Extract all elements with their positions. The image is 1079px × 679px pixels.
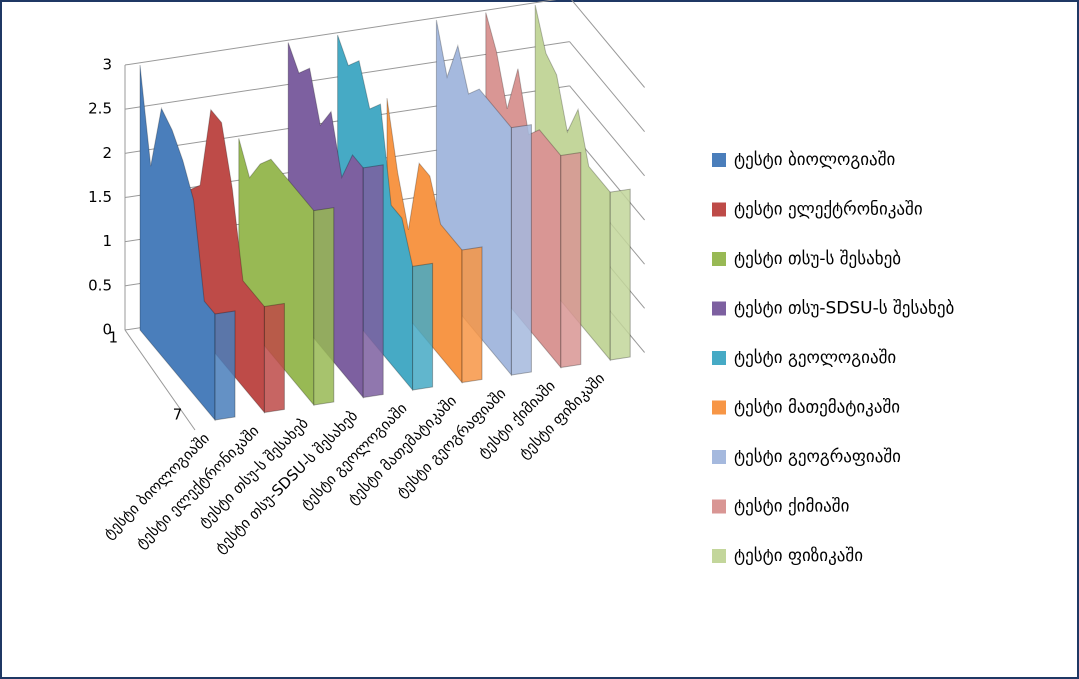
legend-label: ტესტი თსუ-SDSU-ს შესახებ xyxy=(734,299,954,319)
legend-swatch xyxy=(712,549,726,563)
ribbon-front-edge xyxy=(510,124,532,376)
legend-label: ტესტი გეოლოგიაში xyxy=(734,348,896,368)
ribbon-front-edge xyxy=(313,207,335,406)
grid-line xyxy=(569,41,645,132)
legend-swatch xyxy=(712,400,726,415)
ribbon-front-edge xyxy=(609,188,631,361)
ribbon-front-edge xyxy=(214,310,236,421)
legend-label: ტესტი ბიოლოგიაში xyxy=(734,150,895,170)
grid-line xyxy=(571,0,645,88)
y-tick-label: 3 xyxy=(102,56,112,74)
y-tick-label: 0.5 xyxy=(88,276,112,294)
grid-line xyxy=(124,0,557,66)
legend-label: ტესტი ელექტრონიკაში xyxy=(734,200,923,220)
legend-label: ტესტი ქიმიაში xyxy=(734,497,849,517)
ribbon-front-edge xyxy=(362,164,384,399)
legend-swatch xyxy=(712,499,726,514)
legend-swatch xyxy=(712,252,726,266)
grid-line xyxy=(569,85,645,177)
ribbon-front-edge xyxy=(461,246,483,384)
legend-label: ტესტი მათემატიკაში xyxy=(734,398,900,418)
y-tick-label: 2 xyxy=(102,144,112,162)
ribbon-front-edge xyxy=(263,302,285,414)
legend-label: ტესტი გეოგრაფიაში xyxy=(734,447,901,467)
legend-label: ტესტი თსუ-ს შესახებ xyxy=(734,249,901,269)
ribbon-front-edge xyxy=(412,262,434,391)
legend-swatch xyxy=(712,153,726,167)
area-ribbon xyxy=(238,138,315,407)
y-tick-label: 2.5 xyxy=(88,100,112,118)
axis-line xyxy=(124,329,196,431)
depth-tick-label: 1 xyxy=(108,329,118,347)
legend-swatch xyxy=(712,450,726,464)
area-ribbon xyxy=(139,64,216,422)
legend-swatch xyxy=(712,202,726,217)
legend-swatch xyxy=(712,351,726,365)
legend-label: ტესტი ფიზიკაში xyxy=(734,546,863,566)
y-tick-label: 0 xyxy=(102,321,112,339)
ribbon-front-edge xyxy=(560,151,582,369)
y-tick-label: 1.5 xyxy=(88,188,112,206)
depth-tick-label: 7 xyxy=(173,406,183,424)
y-tick-label: 1 xyxy=(102,232,112,250)
legend-swatch xyxy=(712,301,726,316)
